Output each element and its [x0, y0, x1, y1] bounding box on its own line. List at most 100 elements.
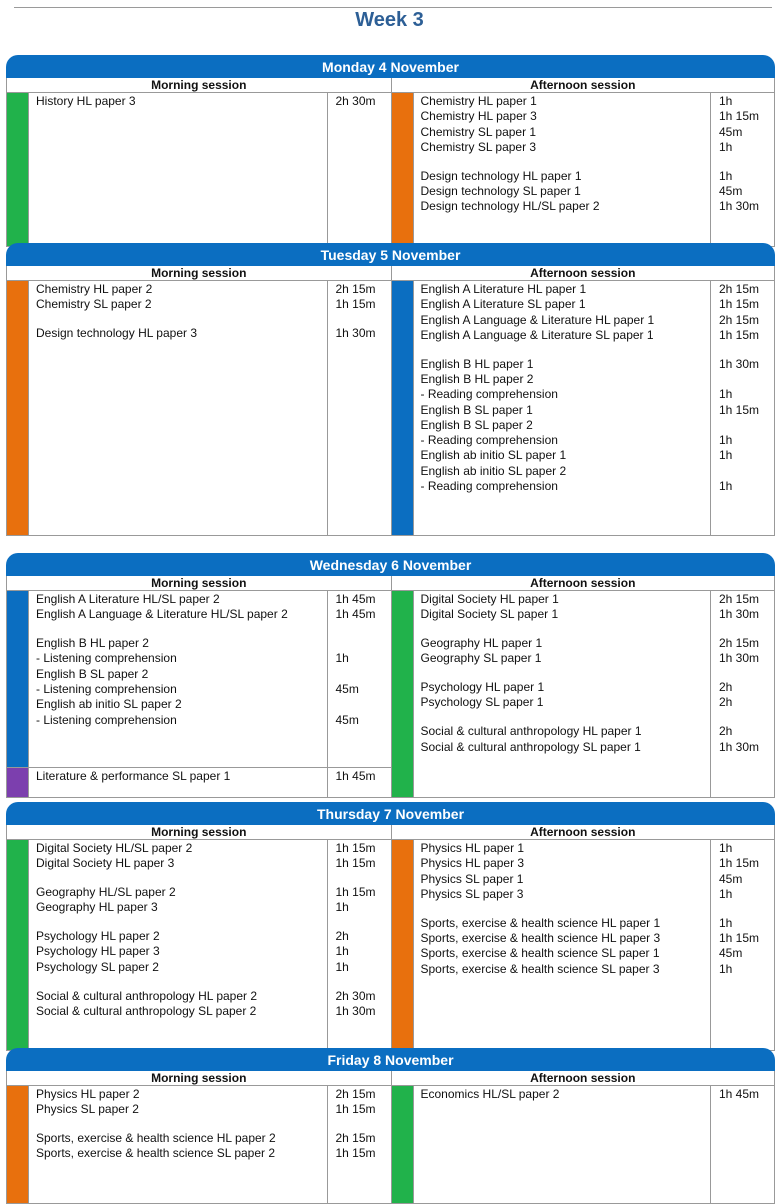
duration-column: 2h 15m 1h 15m 2h 15m 1h 15m 1h 30m 1h 1h 15m 1h… [711, 281, 774, 535]
exam-duration: 1h [719, 94, 733, 108]
subject-color-bar [391, 591, 414, 797]
exam-duration: 2h [335, 929, 349, 944]
exam-paper: Physics HL paper 2 [36, 1087, 140, 1101]
subject-group: English A Literature HL/SL paper 2 Englis… [7, 591, 391, 767]
exam-paper: English A Language & Literature HL paper… [420, 312, 655, 327]
spacer [719, 667, 774, 681]
exam-duration: 1h [719, 433, 733, 448]
exam-paper: English ab initio SL paper 1 [420, 448, 567, 463]
spacer [36, 1118, 327, 1132]
exam-paper-column: Digital Society HL/SL paper 2 Digital Soc… [29, 840, 328, 1050]
spacer [336, 623, 391, 637]
morning-session-label: Morning session [6, 576, 391, 591]
morning-session: History HL paper 3 2h 30m [6, 93, 391, 246]
exam-duration: 1h [335, 900, 349, 915]
session-labels: Morning session Afternoon session [6, 576, 775, 591]
afternoon-session: Economics HL/SL paper 2 1h 45m [390, 1086, 775, 1203]
subject-color-bar [7, 591, 29, 767]
exam-paper: Design technology SL paper 1 [420, 183, 581, 198]
exam-duration: 45m [335, 712, 359, 727]
exam-paper: Digital Society HL paper 1 [420, 592, 559, 606]
exam-paper: English A Literature HL paper 1 [420, 282, 587, 296]
duration-column: 2h 30m [328, 93, 391, 246]
spacer [719, 711, 774, 725]
subject-color-bar [7, 281, 29, 535]
afternoon-session: Chemistry HL paper 1 Chemistry HL paper 3… [390, 93, 775, 246]
afternoon-session-label: Afternoon session [390, 1071, 775, 1086]
exam-duration: 1h 45m [335, 768, 376, 783]
morning-session: Chemistry HL paper 2 Chemistry SL paper 2… [6, 281, 391, 535]
exam-duration: 2h 15m [719, 282, 760, 296]
subject-color-bar [391, 281, 414, 535]
morning-session: Physics HL paper 2 Physics SL paper 2 Spor… [6, 1086, 391, 1203]
subject-group: History HL paper 3 2h 30m [7, 93, 391, 246]
spacer [336, 1118, 391, 1132]
exam-paper: Literature & performance SL paper 1 [36, 768, 231, 783]
duration-column: 1h 1h 15m 45m 1h 1h 1h 15m 45m 1h [711, 840, 774, 1050]
exam-paper: English A Literature HL/SL paper 2 [36, 592, 220, 606]
exam-paper: Geography HL paper 1 [420, 636, 543, 651]
exam-paper: Sports, exercise & health science HL pap… [36, 1131, 276, 1146]
exam-duration: 2h 15m [719, 312, 760, 327]
subject-color-bar [7, 93, 29, 246]
exam-duration [719, 418, 774, 433]
exam-paper: Physics SL paper 3 [420, 886, 524, 901]
exam-paper: - Listening comprehension [36, 681, 177, 696]
exam-duration: 45m [719, 124, 743, 139]
day-header: Friday 8 November [6, 1048, 775, 1071]
spacer [421, 155, 711, 169]
exam-duration: 45m [335, 681, 359, 696]
exam-duration: 45m [719, 183, 743, 198]
exam-paper: Design technology HL paper 3 [36, 326, 197, 341]
duration-column: 2h 15m 1h 15m 2h 15m 1h 15m [328, 1086, 391, 1203]
exam-duration: 2h [719, 724, 733, 739]
day-schedule: Thursday 7 November Morning session Aftern… [6, 802, 775, 1051]
exam-duration: 45m [719, 946, 743, 961]
exam-duration [719, 372, 774, 387]
day-body: Physics HL paper 2 Physics SL paper 2 Spor… [6, 1086, 775, 1204]
exam-paper: - Reading comprehension [420, 387, 558, 402]
spacer [719, 623, 774, 637]
subject-color-bar [391, 1086, 414, 1203]
duration-column: 1h 15m 1h 15m 1h 15m 1h 2h 1h 1h 2h 30m 1h 30m [328, 840, 391, 1050]
exam-duration: 2h 30m [335, 94, 376, 108]
exam-paper: Chemistry HL paper 1 [420, 94, 537, 108]
exam-duration: 1h 30m [719, 356, 760, 371]
day-schedule: Monday 4 November Morning session Afternoo… [6, 55, 775, 247]
exam-paper: Psychology SL paper 1 [420, 695, 544, 710]
subject-group: Chemistry HL paper 2 Chemistry SL paper 2… [7, 281, 391, 535]
day-body: History HL paper 3 2h 30m Chemistry HL pap… [6, 93, 775, 247]
day-body: Digital Society HL/SL paper 2 Digital Soc… [6, 840, 775, 1051]
morning-session-label: Morning session [6, 78, 391, 93]
exam-duration [336, 636, 391, 651]
top-rule [14, 7, 772, 8]
exam-duration: 1h 30m [719, 607, 760, 622]
exam-paper: Physics SL paper 2 [36, 1102, 139, 1117]
day-schedule: Wednesday 6 November Morning session After… [6, 553, 775, 798]
exam-duration: 2h [719, 695, 733, 710]
page-title: Week 3 [355, 9, 424, 31]
morning-session-label: Morning session [6, 1071, 391, 1086]
afternoon-session: English A Literature HL paper 1 English A… [390, 281, 775, 535]
subject-group: Physics HL paper 2 Physics SL paper 2 Spor… [7, 1086, 391, 1203]
spacer [36, 975, 327, 989]
exam-duration: 1h 30m [719, 651, 760, 666]
subject-color-bar [7, 767, 29, 797]
subject-group: Digital Society HL/SL paper 2 Digital Soc… [7, 840, 391, 1050]
subject-color-bar [391, 93, 414, 246]
exam-paper-column: Literature & performance SL paper 1 [29, 767, 328, 797]
spacer [36, 313, 327, 327]
spacer [36, 872, 327, 886]
exam-duration: 2h 15m [335, 1087, 376, 1101]
duration-column: 1h 45m [711, 1086, 774, 1203]
exam-duration: 1h 15m [719, 327, 760, 342]
subject-group: English A Literature HL paper 1 English A… [391, 281, 775, 535]
duration-column: 2h 15m 1h 30m 2h 15m 1h 30m 2h 2h 2h 1h 30m [711, 591, 774, 797]
morning-session-label: Morning session [6, 825, 391, 840]
exam-paper: English B SL paper 1 [420, 402, 533, 417]
day-header: Thursday 7 November [6, 802, 775, 825]
session-labels: Morning session Afternoon session [6, 266, 775, 281]
day-header: Monday 4 November [6, 55, 775, 78]
session-labels: Morning session Afternoon session [6, 1071, 775, 1086]
subject-group: Literature & performance SL paper 1 1h 45… [7, 766, 391, 797]
